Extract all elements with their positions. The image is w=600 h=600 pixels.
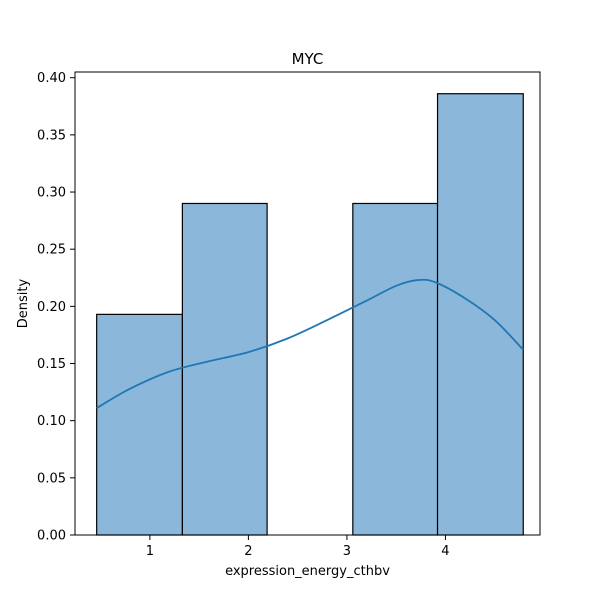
- chart-title: MYC: [292, 50, 324, 68]
- histogram-bar-1: [96, 313, 183, 536]
- y-tick-label: 0.35: [37, 128, 66, 143]
- bars-group: [96, 93, 524, 536]
- histogram-bar-2: [181, 202, 268, 536]
- x-tick-label: 1: [146, 544, 154, 559]
- x-tick-label: 3: [343, 544, 351, 559]
- x-tick-label: 2: [244, 544, 252, 559]
- y-tick-label: 0.10: [37, 414, 66, 429]
- y-tick-label: 0.25: [37, 243, 66, 258]
- y-axis-ticks: 0.00 0.05 0.10 0.15 0.20 0.25 0.30 0.35 0.40: [37, 71, 75, 544]
- y-axis-label: Density: [16, 278, 31, 328]
- y-tick-label: 0.05: [37, 471, 66, 486]
- histogram-bar-4: [352, 202, 439, 536]
- y-tick-label: 0.20: [37, 300, 66, 315]
- y-tick-label: 0.30: [37, 186, 66, 201]
- y-tick-label: 0.15: [37, 357, 66, 372]
- y-tick-label: 0.40: [37, 71, 66, 86]
- x-tick-label: 4: [441, 544, 449, 559]
- x-axis-ticks: 1 2 3 4: [146, 535, 450, 559]
- kde-curve: [96, 278, 524, 409]
- y-tick-label: 0.00: [37, 529, 66, 544]
- plot-frame: [74, 71, 541, 536]
- histogram-bar-5: [436, 93, 524, 536]
- x-axis-label: expression_energy_cthbv: [225, 564, 390, 579]
